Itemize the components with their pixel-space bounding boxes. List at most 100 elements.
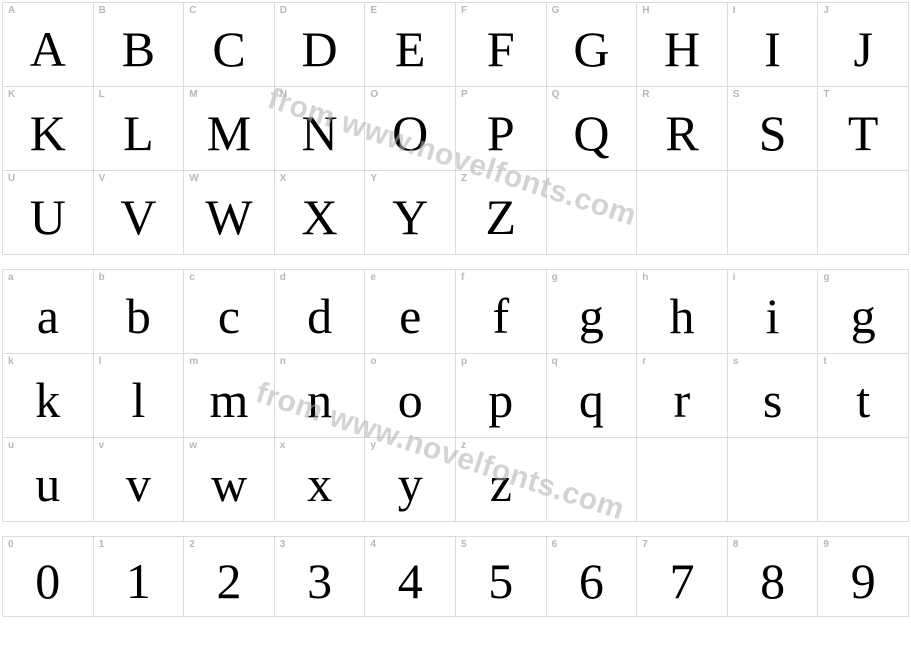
- glyph-cell: dd: [275, 270, 366, 354]
- glyph-cell: pp: [456, 354, 547, 438]
- glyph-cell: 55: [456, 537, 547, 617]
- glyph: S: [759, 100, 787, 158]
- glyph-cell: zz: [456, 438, 547, 522]
- glyph: i: [766, 283, 780, 341]
- glyph-cell: PP: [456, 87, 547, 171]
- glyph-cell: gg: [547, 270, 638, 354]
- glyph-cell: xx: [275, 438, 366, 522]
- glyph: A: [30, 16, 66, 74]
- glyph-cell: DD: [275, 3, 366, 87]
- glyph: 1: [126, 548, 151, 606]
- glyph: B: [122, 16, 155, 74]
- glyph-cell-label: I: [733, 6, 736, 16]
- glyph-cell: [547, 171, 638, 255]
- glyph-cell: 99: [818, 537, 909, 617]
- glyph-cell: [637, 171, 728, 255]
- glyph-cell-label: N: [280, 90, 287, 100]
- glyph-cell-label: k: [8, 357, 14, 367]
- glyph: z: [490, 451, 512, 509]
- glyph-cell: VV: [94, 171, 185, 255]
- glyph-cell: ZZ: [456, 171, 547, 255]
- glyph: V: [120, 184, 156, 242]
- glyph-cell: 00: [3, 537, 94, 617]
- glyph-cell: JJ: [818, 3, 909, 87]
- glyph-cell: uu: [3, 438, 94, 522]
- glyph-cell: 11: [94, 537, 185, 617]
- glyph-cell: bb: [94, 270, 185, 354]
- glyph: b: [126, 283, 151, 341]
- glyph: C: [212, 16, 245, 74]
- glyph-cell-label: g: [552, 273, 558, 283]
- digits-section: 00112233445566778899: [2, 536, 909, 617]
- glyph: t: [856, 367, 870, 425]
- glyph-cell-label: S: [733, 90, 740, 100]
- glyph-cell-label: F: [461, 6, 467, 16]
- glyph-cell-label: w: [189, 441, 197, 451]
- glyph-cell-label: Z: [461, 174, 467, 184]
- glyph-cell: FF: [456, 3, 547, 87]
- glyph-cell: [818, 438, 909, 522]
- glyph-cell-label: D: [280, 6, 287, 16]
- glyph-cell: SS: [728, 87, 819, 171]
- glyph: s: [763, 367, 782, 425]
- glyph-cell: [637, 438, 728, 522]
- glyph-cell: YY: [365, 171, 456, 255]
- glyph-cell-label: G: [552, 6, 560, 16]
- glyph-cell-label: 9: [823, 540, 829, 550]
- glyph: K: [30, 100, 66, 158]
- glyph-cell-label: J: [823, 6, 829, 16]
- glyph-cell: gg: [818, 270, 909, 354]
- glyph: N: [302, 100, 338, 158]
- glyph: X: [302, 184, 338, 242]
- glyph-cell-label: B: [99, 6, 106, 16]
- glyph-cell-label: x: [280, 441, 286, 451]
- glyph-cell-label: 7: [642, 540, 648, 550]
- glyph-cell: RR: [637, 87, 728, 171]
- glyph-cell-label: b: [99, 273, 105, 283]
- glyph: 6: [579, 548, 604, 606]
- glyph: m: [210, 367, 249, 425]
- glyph-cell-label: 1: [99, 540, 105, 550]
- glyph-cell-label: m: [189, 357, 198, 367]
- glyph: Q: [573, 100, 609, 158]
- glyph: H: [664, 16, 700, 74]
- glyph-cell: 33: [275, 537, 366, 617]
- glyph-cell-label: 4: [370, 540, 376, 550]
- glyph: 2: [216, 548, 241, 606]
- glyph: d: [307, 283, 332, 341]
- glyph: T: [848, 100, 879, 158]
- glyph-cell: yy: [365, 438, 456, 522]
- glyph: D: [302, 16, 338, 74]
- glyph-cell-label: f: [461, 273, 464, 283]
- glyph-cell: [547, 438, 638, 522]
- glyph-cell: QQ: [547, 87, 638, 171]
- glyph: P: [487, 100, 515, 158]
- glyph-cell: ii: [728, 270, 819, 354]
- glyph-cell-label: M: [189, 90, 197, 100]
- glyph: u: [35, 451, 60, 509]
- glyph: U: [30, 184, 66, 242]
- glyph-cell-label: d: [280, 273, 286, 283]
- glyph-cell-label: T: [823, 90, 829, 100]
- glyph: f: [492, 283, 509, 341]
- glyph-cell-label: a: [8, 273, 14, 283]
- glyph-cell-label: g: [823, 273, 829, 283]
- glyph: v: [126, 451, 151, 509]
- glyph-cell: NN: [275, 87, 366, 171]
- glyph-cell-label: Q: [552, 90, 560, 100]
- glyph: 3: [307, 548, 332, 606]
- glyph-cell: mm: [184, 354, 275, 438]
- glyph: 9: [851, 548, 876, 606]
- glyph-cell-label: c: [189, 273, 195, 283]
- glyph: x: [307, 451, 332, 509]
- glyph-cell: qq: [547, 354, 638, 438]
- glyph-cell-label: X: [280, 174, 287, 184]
- glyph-cell-label: H: [642, 6, 649, 16]
- glyph-cell: vv: [94, 438, 185, 522]
- glyph-cell: BB: [94, 3, 185, 87]
- glyph-cell: [728, 438, 819, 522]
- glyph-cell-label: P: [461, 90, 468, 100]
- glyph-cell-label: l: [99, 357, 102, 367]
- glyph-cell-label: 8: [733, 540, 739, 550]
- glyph-cell: oo: [365, 354, 456, 438]
